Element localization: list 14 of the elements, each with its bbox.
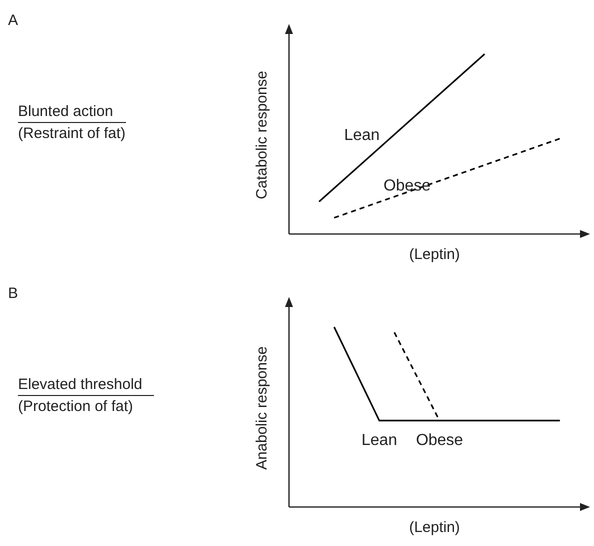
text: A bbox=[8, 12, 18, 29]
text: Blunted action bbox=[18, 103, 126, 123]
x-axis-title: (Leptin) bbox=[409, 519, 460, 536]
series-label: Lean bbox=[344, 127, 380, 144]
text: (Protection of fat) bbox=[18, 397, 134, 415]
series-label: Obese bbox=[383, 178, 431, 195]
text: (Restraint of fat) bbox=[18, 124, 126, 142]
y-axis-title: Anabolic response bbox=[254, 346, 270, 470]
series-label: Obese bbox=[416, 432, 464, 450]
text: B bbox=[8, 285, 18, 302]
text: Elevated threshold bbox=[18, 376, 154, 396]
series-label: Lean bbox=[362, 432, 398, 450]
y-axis-title: Catabolic response bbox=[254, 70, 270, 200]
x-axis-title: (Leptin) bbox=[409, 246, 460, 263]
